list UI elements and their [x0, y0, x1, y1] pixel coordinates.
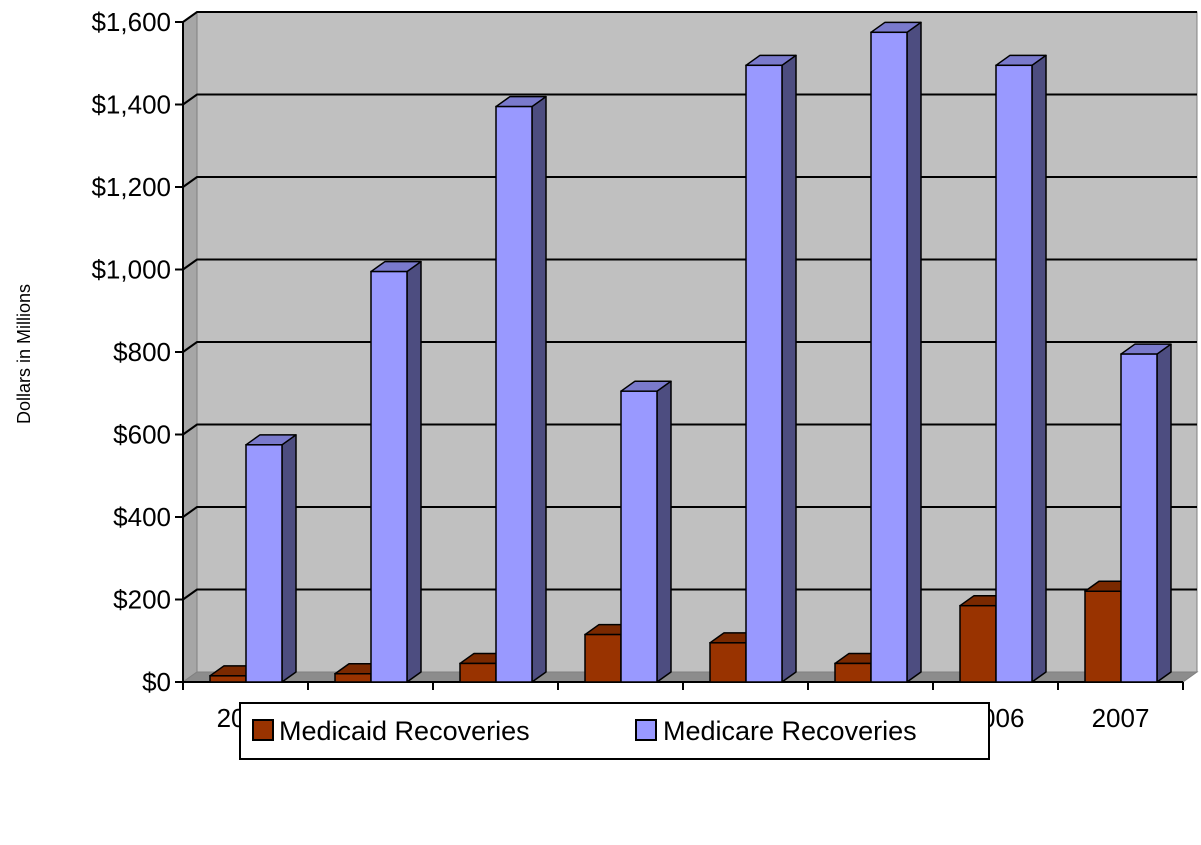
bar: [1120, 353, 1158, 683]
bar: [209, 675, 247, 683]
bar: [459, 662, 497, 683]
bar: [709, 642, 747, 683]
y-tick-label: $1,000: [91, 255, 171, 285]
bar-side: [281, 434, 297, 683]
y-tick-label: $0: [142, 667, 171, 697]
gridline: [182, 11, 1197, 23]
bar: [620, 390, 658, 683]
bar: [584, 633, 622, 683]
gridline: [182, 423, 1197, 436]
bar: [334, 673, 372, 683]
y-tick-label: $200: [113, 585, 171, 615]
bar: [495, 105, 533, 683]
bar-side: [906, 21, 922, 683]
y-tick-label: $800: [113, 337, 171, 367]
legend: Medicaid Recoveries Medicare Recoveries: [239, 702, 990, 760]
gridline: [182, 258, 1197, 271]
bar: [995, 64, 1033, 683]
gridline: [182, 341, 1197, 353]
bars: [209, 21, 1172, 683]
bar: [834, 662, 872, 683]
legend-label: Medicaid Recoveries: [279, 716, 530, 746]
legend-swatch: [635, 719, 657, 741]
y-tick-label: $1,600: [91, 7, 171, 37]
y-tick-label: $600: [113, 420, 171, 450]
bar: [245, 444, 283, 683]
gridline: [182, 588, 1197, 601]
bar: [870, 31, 908, 683]
gridline: [182, 93, 1197, 106]
legend-swatch: [252, 719, 274, 741]
y-tick-label: $400: [113, 502, 171, 532]
gridlines: [182, 11, 1197, 601]
y-axis-title: Dollars in Millions: [14, 284, 34, 424]
bar: [370, 270, 408, 683]
bar-side: [1156, 343, 1172, 683]
bar: [1084, 590, 1122, 683]
bar: [745, 64, 783, 683]
bar-side: [531, 95, 547, 683]
bar: [959, 604, 997, 683]
legend-label: Medicare Recoveries: [663, 716, 917, 746]
gridline: [182, 506, 1197, 518]
y-tick-label: $1,400: [91, 90, 171, 120]
bar-side: [1031, 54, 1047, 683]
gridline: [182, 176, 1197, 188]
bar-side: [406, 260, 422, 683]
bar-side: [656, 380, 672, 683]
bar-side: [781, 54, 797, 683]
x-tick-label: 2007: [1092, 703, 1150, 733]
legend-box: [239, 702, 990, 760]
y-tick-label: $1,200: [91, 172, 171, 202]
